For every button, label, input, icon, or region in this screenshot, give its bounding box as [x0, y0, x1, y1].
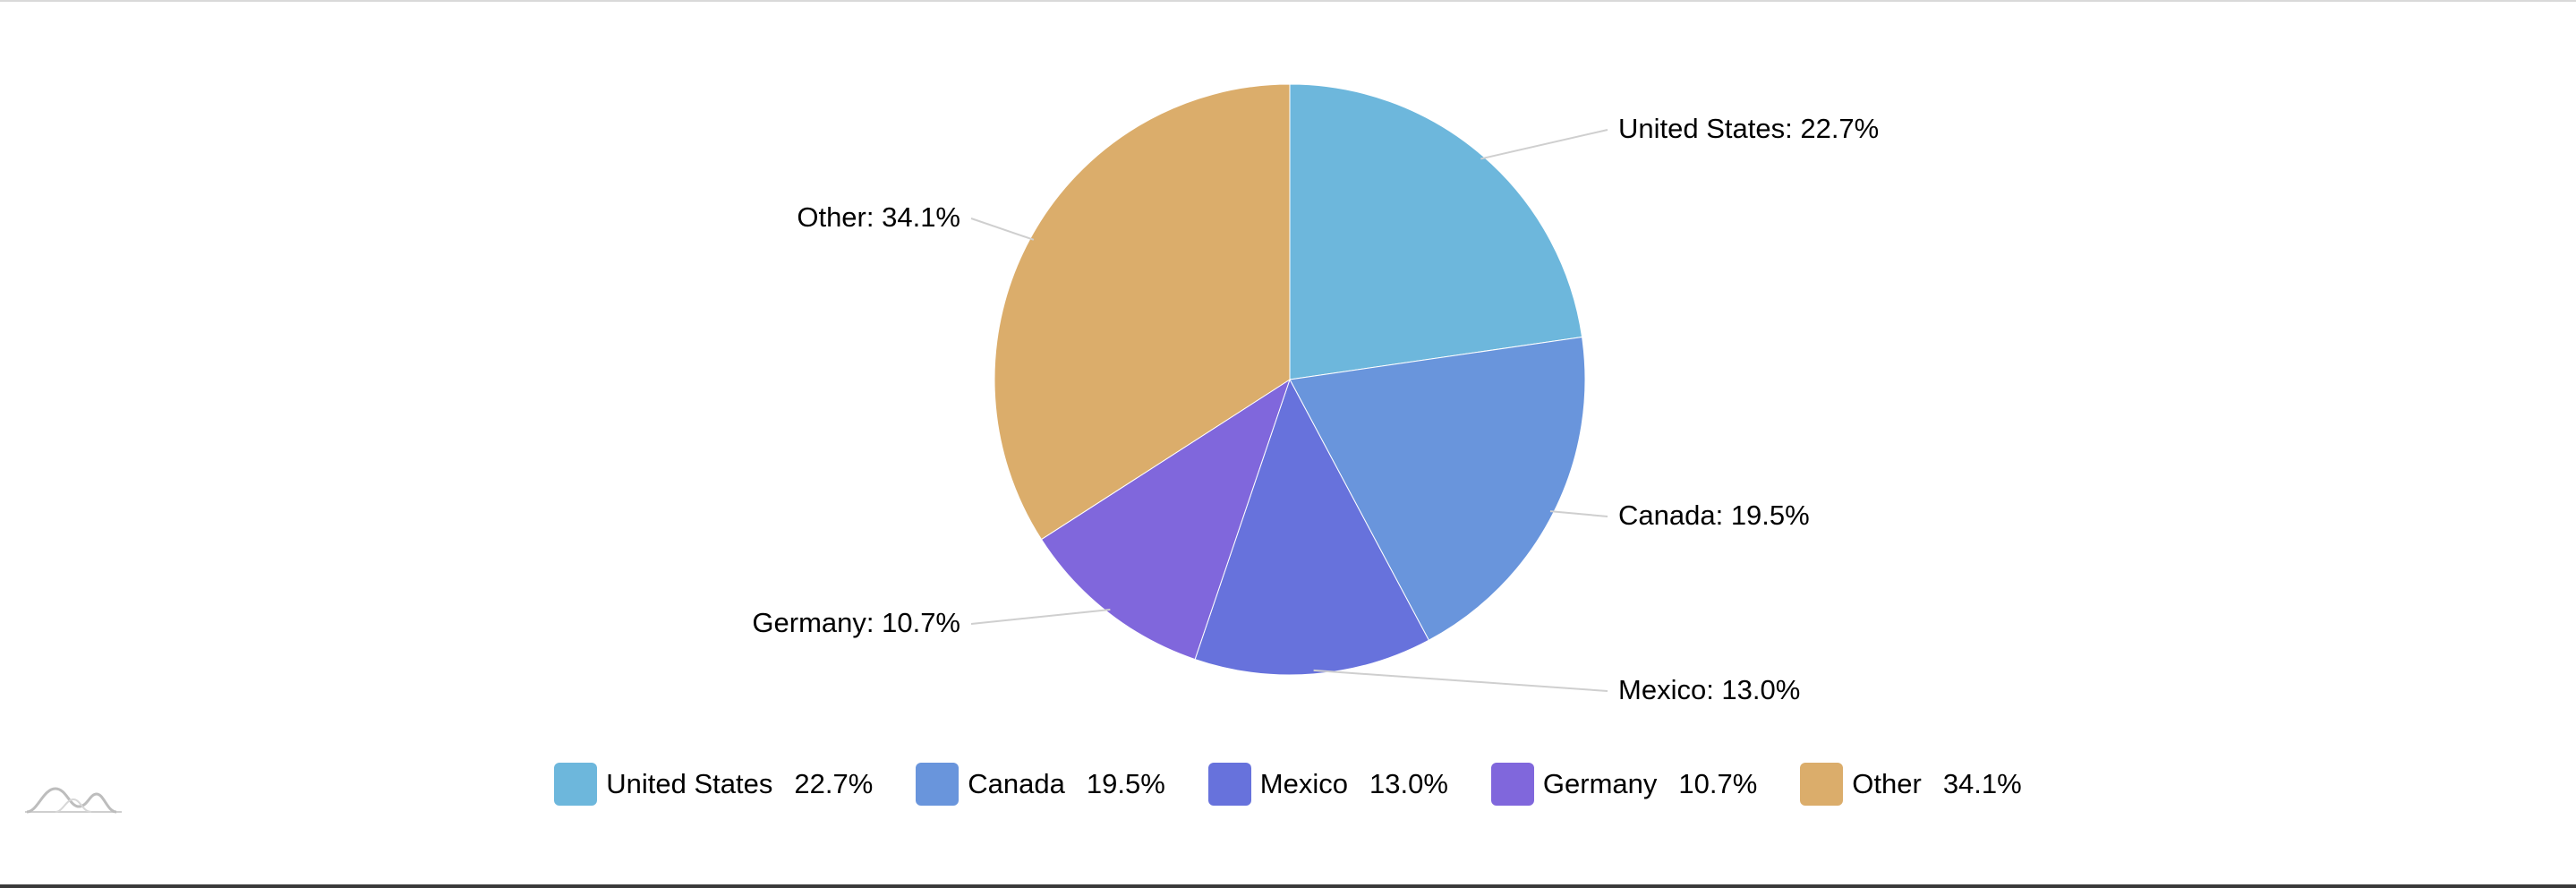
legend-value: 19.5% — [1086, 768, 1165, 799]
legend-name: United States — [606, 768, 773, 799]
chart-legend: United States 22.7% Canada 19.5% Mexico 13.0%… — [0, 759, 2576, 809]
top-border — [0, 0, 2576, 2]
label-leader-lines — [970, 129, 1608, 692]
pie-slice-mexico[interactable] — [1194, 378, 1430, 676]
amcharts-logo-icon[interactable] — [23, 784, 124, 815]
slice-label: Other: 34.1% — [797, 201, 960, 233]
leader-line — [1549, 510, 1608, 517]
legend-item[interactable]: Other 34.1% — [1800, 763, 2022, 806]
legend-swatch — [1207, 763, 1251, 806]
legend-name: Mexico — [1259, 768, 1348, 799]
legend-value: 10.7% — [1678, 768, 1758, 799]
slice-label: Mexico: 13.0% — [1618, 674, 1800, 705]
legend-swatch — [1800, 763, 1844, 806]
slice-label: Germany: 10.7% — [752, 607, 960, 638]
legend-item[interactable]: United States 22.7% — [554, 763, 873, 806]
leader-line — [970, 218, 1035, 241]
leader-line — [1313, 669, 1608, 692]
legend-name: Canada — [968, 768, 1065, 799]
legend-swatch — [554, 763, 598, 806]
legend-name: Other — [1852, 768, 1922, 799]
legend-swatch — [916, 763, 960, 806]
pie-slice-germany[interactable] — [1040, 378, 1291, 661]
legend-value: 13.0% — [1369, 768, 1448, 799]
slice-label: Canada: 19.5% — [1618, 500, 1810, 531]
leader-line — [1480, 129, 1608, 160]
legend-value: 34.1% — [1942, 768, 2022, 799]
legend-value: 22.7% — [794, 768, 874, 799]
pie-slice-united-states[interactable] — [1289, 83, 1583, 380]
legend-name: Germany — [1542, 768, 1658, 799]
legend-item[interactable]: Germany 10.7% — [1490, 763, 1758, 806]
leader-line — [970, 608, 1111, 625]
pie-slice-canada[interactable] — [1289, 336, 1586, 641]
slice-labels: United States: 22.7% Canada: 19.5% Mexico:… — [752, 113, 1879, 705]
legend-swatch — [1490, 763, 1534, 806]
legend-item[interactable]: Mexico 13.0% — [1207, 763, 1448, 806]
pie-slices — [994, 83, 1586, 676]
bottom-border — [0, 884, 2576, 888]
legend-item[interactable]: Canada 19.5% — [916, 763, 1165, 806]
slice-label: United States: 22.7% — [1618, 113, 1879, 144]
